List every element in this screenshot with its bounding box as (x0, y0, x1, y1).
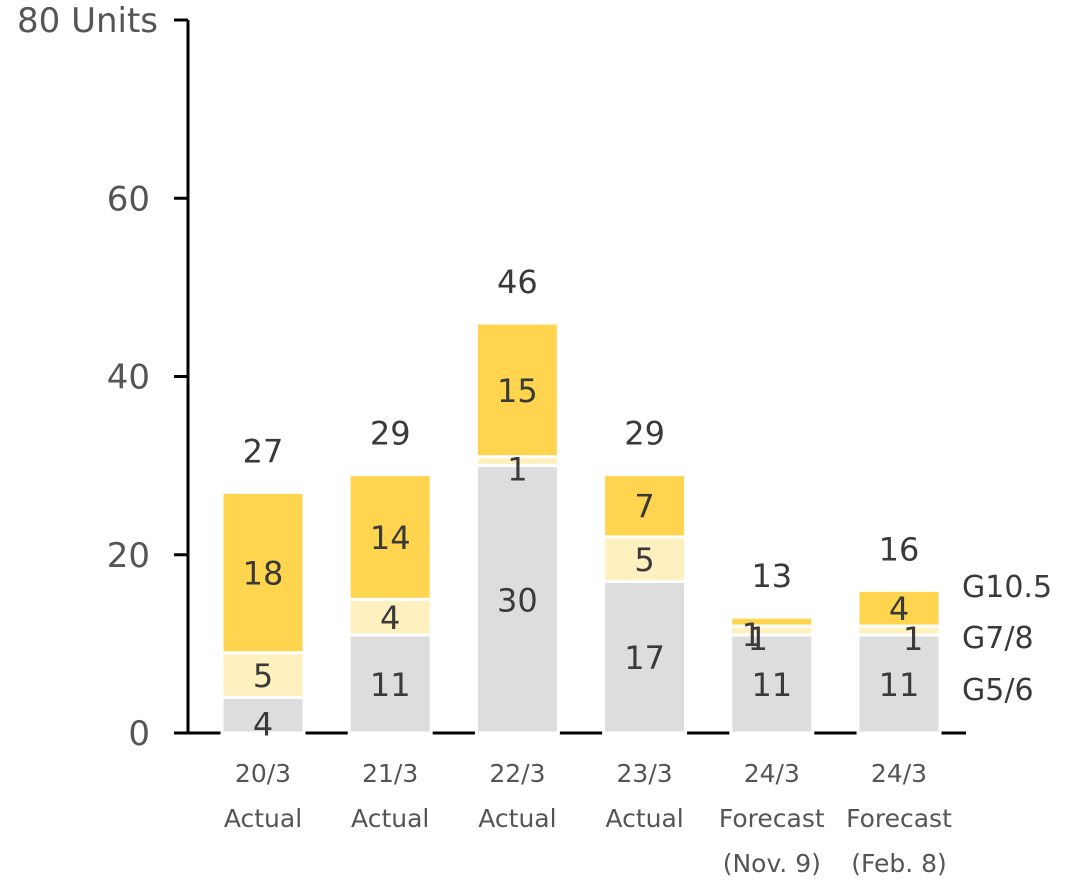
x-tick-label: 22/3 (489, 759, 545, 788)
x-tick-label: 20/3 (235, 759, 291, 788)
x-tick-label: Forecast (719, 804, 825, 833)
bar-segment-value-label: 1 (742, 616, 762, 654)
x-tick-label: Actual (605, 804, 683, 833)
x-tick-label: Actual (478, 804, 556, 833)
legend: G10.5 G7/8 G5/6 (962, 570, 1052, 708)
bar-segment-g5-6 (347, 633, 433, 735)
bar-segment-g10-5 (856, 588, 942, 628)
bar-segment-value-label: 4 (253, 705, 273, 743)
bar-segment-g5-6 (602, 579, 688, 735)
y-tick-label: 20 (107, 536, 150, 576)
bar-total-label: 27 (243, 432, 284, 470)
x-tick-label: Actual (351, 804, 429, 833)
bar-segment-value-label: 30 (497, 581, 538, 619)
bar-segment-value-label: 17 (624, 639, 665, 677)
bar-segment-value-label: 14 (370, 519, 411, 557)
bar-segment-g5-6 (856, 633, 942, 735)
y-tick-label: 40 (107, 358, 150, 398)
bar-segment-g10-5 (602, 473, 688, 539)
legend-entry: G10.5 (962, 570, 1052, 605)
bar-segment-g10-5 (347, 473, 433, 601)
bar-segment-value-label: 11 (879, 666, 920, 704)
x-tick-label: (Nov. 9) (723, 849, 821, 878)
x-tick-label: Actual (224, 804, 302, 833)
x-tick-label: 24/3 (871, 759, 927, 788)
y-tick-label: 80 Units (17, 1, 158, 41)
legend-entry: G5/6 (962, 673, 1034, 708)
x-tick-label: 23/3 (617, 759, 673, 788)
bar-total-label: 46 (497, 263, 538, 301)
bar-segment-value-label: 7 (634, 488, 654, 526)
bar-segment-value-label: 1 (507, 451, 527, 489)
axes: 0 20 40 60 80 Units (17, 1, 966, 754)
bar-total-label: 16 (879, 530, 920, 568)
bar-segment-value-label: 5 (253, 657, 273, 695)
bar-segment-value-label: 1 (748, 620, 768, 658)
bar-segment-g10-5 (220, 490, 306, 655)
bar-segment-value-label: 4 (889, 590, 909, 628)
x-tick-label: Forecast (846, 804, 952, 833)
bar-segment-value-label: 1 (903, 620, 923, 658)
bar-segment-value-label: 5 (634, 541, 654, 579)
bar-segment-g10-5 (474, 321, 560, 459)
bars (220, 321, 942, 735)
bar-segment-value-label: 4 (380, 599, 400, 637)
labels: 20/3 Actual 27 21/3 Actual 29 22/3 Actual 46 23/3… (224, 263, 952, 878)
x-tick-label: 24/3 (744, 759, 800, 788)
bar-segment-value-label: 11 (751, 666, 792, 704)
bar-segment-value-label: 18 (243, 555, 284, 593)
bar-segment-value-label: 15 (497, 372, 538, 410)
bar-segment-value-label: 11 (370, 666, 411, 704)
bar-total-label: 29 (370, 415, 411, 453)
y-tick-label: 0 (128, 714, 150, 754)
legend-entry: G7/8 (962, 621, 1034, 656)
bar-total-label: 29 (624, 415, 665, 453)
x-tick-label: 21/3 (362, 759, 418, 788)
y-tick-label: 60 (107, 179, 150, 219)
x-tick-label: (Feb. 8) (851, 849, 947, 878)
bar-segment-g7-8 (347, 597, 433, 637)
bar-total-label: 13 (751, 557, 792, 595)
bar-segment-g10-5 (729, 615, 815, 628)
bar-segment-g5-6 (729, 633, 815, 735)
bar-segment-g7-8 (602, 535, 688, 583)
